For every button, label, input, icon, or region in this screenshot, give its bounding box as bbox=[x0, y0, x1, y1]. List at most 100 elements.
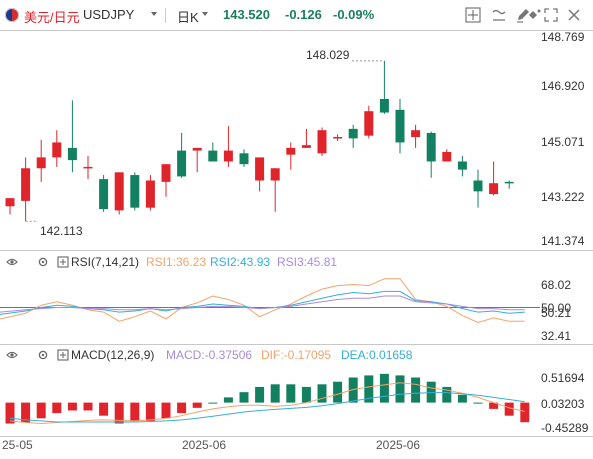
macd-histogram-bar bbox=[114, 402, 124, 424]
candle-body bbox=[286, 147, 296, 155]
macd-histogram-bar bbox=[457, 394, 467, 403]
price-axis-label: 146.920 bbox=[541, 79, 585, 93]
macd-histogram-bar bbox=[5, 402, 15, 424]
crosshair-icon[interactable] bbox=[463, 5, 483, 25]
settings-gear-icon[interactable] bbox=[37, 349, 49, 361]
candle-body bbox=[333, 137, 343, 139]
toolbar-separator bbox=[0, 30, 593, 31]
macd-value: MACD:-0.37506 bbox=[166, 348, 253, 362]
macd-histogram-bar bbox=[317, 384, 327, 403]
macd-series-line-dea bbox=[9, 392, 525, 423]
chart-toolbar: 美元/日元 USDJPY 日K 143.520 -0.126 -0.09% bbox=[0, 0, 593, 30]
interval-dropdown-chevron-down-icon[interactable] bbox=[202, 12, 208, 16]
candle-body bbox=[161, 164, 171, 182]
rsi-axis-label: 50.00 bbox=[541, 301, 572, 315]
usd-jpy-flag-icon bbox=[5, 8, 19, 22]
rsi-axis-label: 32.41 bbox=[541, 329, 572, 343]
candle-body bbox=[411, 130, 421, 138]
macd-histogram-bar bbox=[223, 397, 233, 403]
price-axis-label: 148.769 bbox=[541, 30, 585, 44]
candle-body bbox=[36, 157, 46, 169]
macd-chart[interactable] bbox=[0, 364, 540, 436]
price-axis-label: 141.374 bbox=[541, 234, 585, 248]
candle-body bbox=[395, 109, 405, 143]
macd-histogram-bar bbox=[379, 373, 389, 403]
visibility-eye-icon[interactable] bbox=[6, 256, 18, 268]
instrument-symbol[interactable]: USDJPY bbox=[83, 7, 135, 22]
rsi-axis-label: 50.21 bbox=[541, 306, 572, 320]
macd-title: MACD(12,26,9) bbox=[71, 348, 155, 362]
rsi-chart[interactable] bbox=[0, 271, 540, 344]
macd-histogram-bar bbox=[161, 402, 171, 419]
collapse-box-icon[interactable] bbox=[57, 349, 69, 361]
macd-histogram-bar bbox=[426, 381, 436, 403]
candle-body bbox=[270, 168, 280, 181]
candle-body bbox=[255, 157, 265, 181]
candle-body bbox=[442, 151, 452, 162]
price-axis-label: 145.071 bbox=[541, 135, 585, 149]
candle-body bbox=[364, 111, 374, 136]
candle-body bbox=[99, 179, 109, 210]
macd-histogram-bar bbox=[192, 402, 202, 408]
macd-histogram-bar bbox=[239, 392, 249, 403]
visibility-eye-icon[interactable] bbox=[6, 349, 18, 361]
time-axis-separator bbox=[0, 436, 593, 437]
high-price-annotation: 148.029 bbox=[306, 48, 350, 62]
macd-histogram-bar bbox=[270, 384, 280, 403]
candle-body bbox=[130, 175, 140, 208]
macd-histogram-bar bbox=[208, 402, 218, 404]
measure-icon[interactable] bbox=[489, 5, 509, 25]
macd-histogram-bar bbox=[52, 402, 62, 414]
macd-histogram-bar bbox=[255, 386, 265, 403]
price-change-percent: -0.09% bbox=[333, 7, 375, 22]
rsi-title: RSI(7,14,21) bbox=[71, 255, 140, 269]
dif-value: DIF:-0.17095 bbox=[261, 348, 332, 362]
settings-gear-icon[interactable] bbox=[37, 256, 49, 268]
candle-body bbox=[223, 150, 233, 162]
close-icon[interactable] bbox=[564, 5, 584, 25]
macd-histogram-bar bbox=[301, 386, 311, 403]
time-axis-label: 2025-06 bbox=[376, 438, 421, 452]
pane-separator bbox=[0, 250, 593, 251]
macd-axis-label: -0.45289 bbox=[541, 421, 589, 435]
rsi-axis-label: 68.02 bbox=[541, 278, 572, 292]
rsi1-value: RSI1:36.23 bbox=[146, 255, 207, 269]
candle-body bbox=[489, 183, 499, 195]
candle-body bbox=[192, 147, 202, 151]
rsi2-value: RSI2:43.93 bbox=[210, 255, 271, 269]
candle-body bbox=[301, 145, 311, 148]
macd-histogram-bar bbox=[83, 402, 93, 411]
price-axis-label: 143.222 bbox=[541, 190, 585, 204]
magnet-icon[interactable] bbox=[524, 5, 544, 25]
rsi3-value: RSI3:45.81 bbox=[277, 255, 338, 269]
macd-histogram-bar bbox=[348, 377, 358, 403]
macd-histogram-bar bbox=[489, 402, 499, 409]
fullscreen-icon[interactable] bbox=[541, 5, 561, 25]
macd-histogram-bar bbox=[411, 377, 421, 403]
candle-body bbox=[67, 147, 77, 161]
pen-icon[interactable] bbox=[513, 5, 533, 25]
instrument-name[interactable]: 美元/日元 bbox=[24, 10, 80, 25]
macd-histogram-bar bbox=[333, 381, 343, 403]
toolbar-divider bbox=[165, 8, 166, 23]
macd-histogram-bar bbox=[21, 402, 31, 423]
last-price: 143.520 bbox=[223, 7, 270, 22]
interval-selector[interactable]: 日K bbox=[177, 10, 199, 25]
candle-body bbox=[317, 130, 327, 154]
candle-body bbox=[379, 98, 389, 113]
symbol-dropdown-chevron-down-icon[interactable] bbox=[151, 12, 157, 16]
time-axis-label: 2025-06 bbox=[182, 438, 227, 452]
candle-body bbox=[52, 142, 62, 158]
collapse-box-icon[interactable] bbox=[57, 256, 69, 268]
macd-axis-label: 0.03203 bbox=[541, 397, 585, 411]
candlestick-chart[interactable] bbox=[0, 31, 540, 250]
candle-body bbox=[426, 132, 436, 162]
candle-body bbox=[83, 166, 93, 169]
low-price-annotation: 142.113 bbox=[40, 224, 83, 238]
candle-body bbox=[208, 150, 218, 162]
time-axis-label: 25-05 bbox=[2, 438, 33, 452]
price-change: -0.126 bbox=[285, 7, 322, 22]
macd-histogram-bar bbox=[36, 402, 46, 419]
candle-body bbox=[5, 198, 15, 207]
dea-value: DEA:0.01658 bbox=[341, 348, 413, 362]
